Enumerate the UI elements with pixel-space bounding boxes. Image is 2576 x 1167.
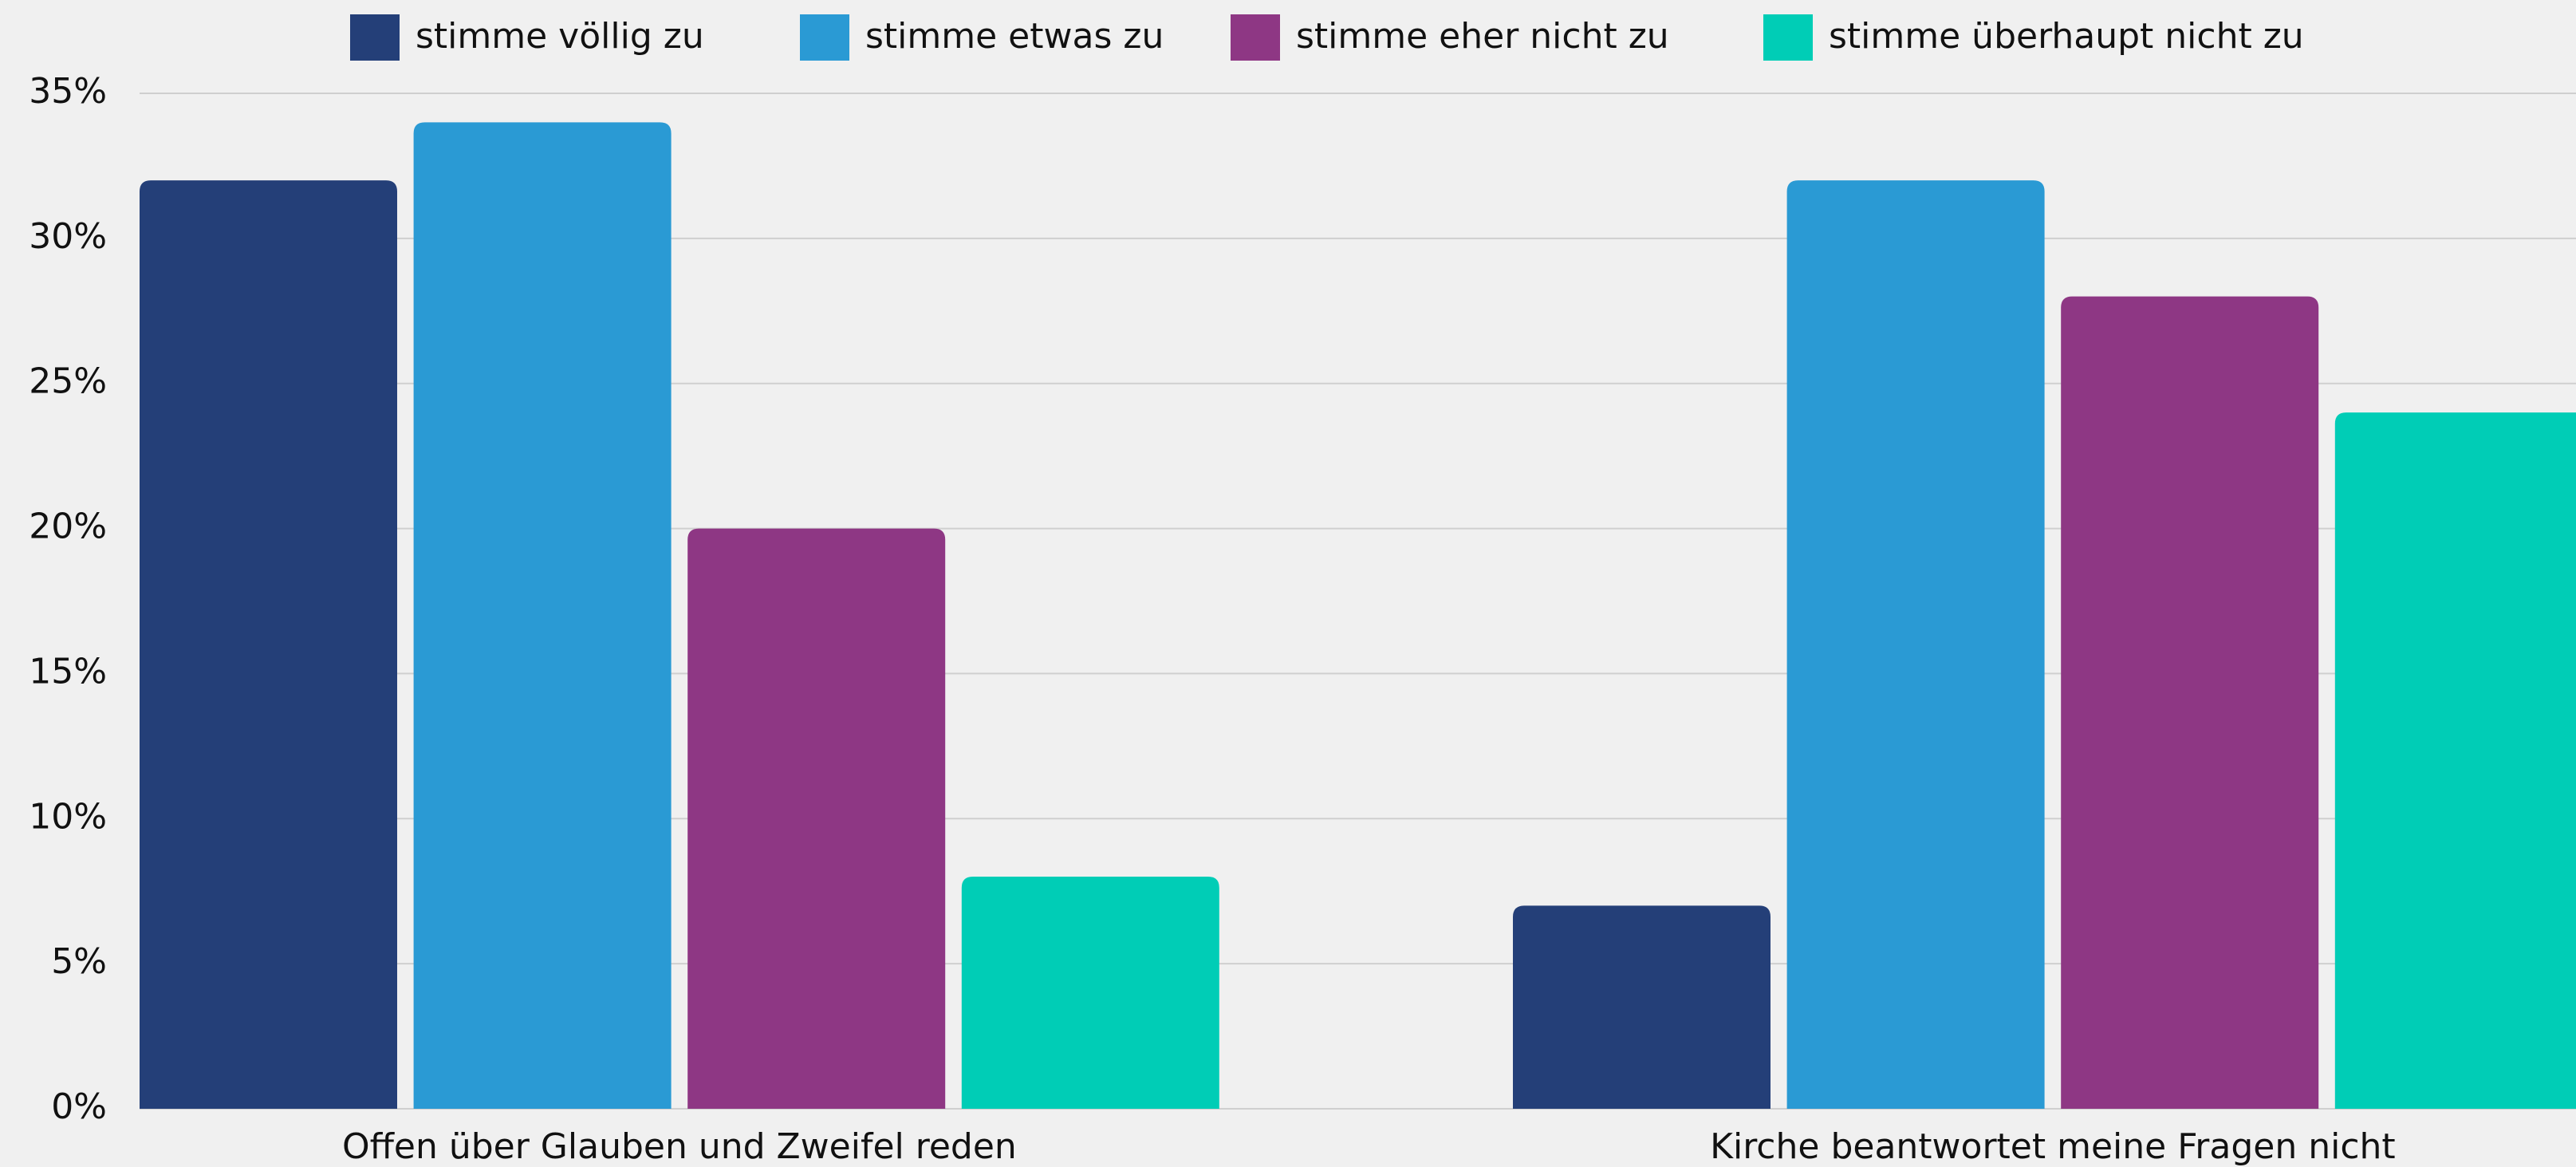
legend-label: stimme überhaupt nicht zu <box>1829 16 2304 57</box>
legend-swatch <box>1231 14 1280 61</box>
x-tick-label: Offen über Glauben und Zweifel reden <box>342 1126 1017 1167</box>
y-tick-label: 20% <box>29 507 107 547</box>
legend-label: stimme eher nicht zu <box>1296 16 1669 57</box>
legend-label: stimme etwas zu <box>865 16 1164 57</box>
y-tick-label: 35% <box>29 71 107 112</box>
bar <box>140 180 397 1110</box>
y-tick-label: 15% <box>29 651 107 692</box>
legend-swatch <box>1763 14 1813 61</box>
bar <box>687 528 946 1109</box>
bar <box>961 877 1219 1109</box>
y-tick-label: 10% <box>29 796 107 837</box>
y-tick-label: 30% <box>29 216 107 257</box>
bar <box>413 122 672 1109</box>
bar <box>2061 296 2319 1110</box>
y-tick-label: 5% <box>51 941 107 982</box>
legend-swatch <box>800 14 849 61</box>
bar <box>1513 905 1771 1109</box>
legend-swatch <box>350 14 400 61</box>
y-tick-label: 0% <box>51 1086 107 1127</box>
y-tick-label: 25% <box>29 361 107 402</box>
x-tick-label: Kirche beantwortet meine Fragen nicht <box>1710 1126 2396 1167</box>
legend-label: stimme völlig zu <box>416 16 704 57</box>
bar <box>1786 180 2045 1110</box>
bar <box>2334 412 2576 1109</box>
